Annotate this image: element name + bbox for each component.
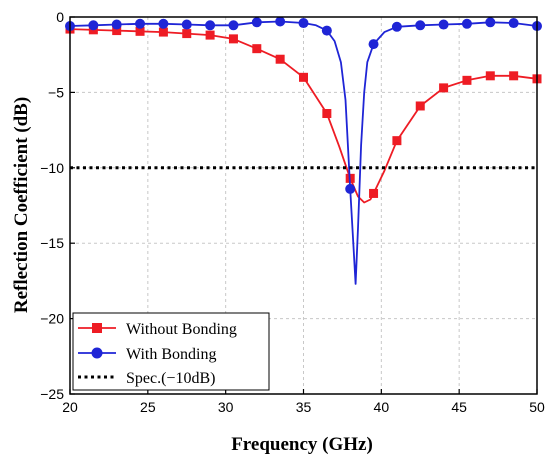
y-tick-label: −10: [40, 160, 64, 176]
marker-with-bonding: [321, 25, 332, 36]
marker-without-bonding: [509, 71, 519, 81]
marker-with-bonding: [275, 16, 286, 27]
marker-with-bonding: [485, 17, 496, 28]
marker-without-bonding: [135, 26, 145, 36]
x-tick-label: 50: [529, 399, 545, 415]
legend-label-with-bonding: With Bonding: [126, 346, 216, 363]
y-tick-label: −5: [48, 84, 64, 100]
marker-without-bonding: [158, 27, 168, 37]
marker-without-bonding: [112, 26, 122, 36]
marker-with-bonding: [368, 39, 379, 50]
x-axis-title: Frequency (GHz): [231, 434, 373, 455]
x-tick-label: 40: [374, 399, 390, 415]
marker-without-bonding: [275, 54, 285, 64]
marker-with-bonding: [461, 18, 472, 29]
x-tick-label: 20: [62, 399, 78, 415]
marker-without-bonding: [322, 109, 332, 119]
series-layer: [65, 16, 542, 285]
marker-with-bonding: [415, 20, 426, 31]
marker-with-bonding: [345, 183, 356, 194]
x-tick-label: 45: [451, 399, 467, 415]
x-tick-label: 35: [296, 399, 312, 415]
marker-with-bonding: [181, 19, 192, 30]
y-axis-title: Reflection Coefficient (dB): [11, 97, 32, 313]
marker-with-bonding: [205, 20, 216, 31]
y-tick-label: 0: [56, 9, 64, 25]
marker-with-bonding: [298, 18, 309, 29]
x-tick-label: 30: [218, 399, 234, 415]
x-tick-label: 25: [140, 399, 156, 415]
series-line-without-bonding: [69, 28, 538, 204]
marker-without-bonding: [205, 30, 215, 40]
legend-marker-with-bonding: [91, 347, 103, 359]
marker-without-bonding: [462, 75, 472, 85]
marker-without-bonding: [392, 136, 402, 146]
marker-with-bonding: [438, 19, 449, 30]
marker-without-bonding: [299, 72, 308, 82]
marker-with-bonding: [228, 20, 239, 31]
legend: Without Bonding With Bonding Spec.(−10dB…: [72, 312, 270, 391]
marker-with-bonding: [88, 20, 99, 31]
axis-ticks: 20 25 30 35 40 45 50 0 −5 −10 −15 −20 −25: [40, 9, 545, 415]
marker-without-bonding: [182, 29, 192, 39]
marker-without-bonding: [252, 44, 262, 54]
marker-with-bonding: [135, 18, 146, 29]
marker-with-bonding: [391, 21, 402, 32]
marker-with-bonding: [508, 18, 519, 29]
legend-label-without-bonding: Without Bonding: [126, 321, 237, 338]
y-tick-label: −25: [40, 386, 64, 402]
y-tick-label: −20: [40, 311, 64, 327]
marker-with-bonding: [158, 18, 169, 29]
marker-without-bonding: [439, 83, 449, 93]
y-tick-label: −15: [40, 235, 64, 251]
marker-without-bonding: [485, 71, 495, 81]
marker-with-bonding: [251, 17, 262, 28]
marker-with-bonding: [111, 19, 122, 30]
marker-without-bonding: [228, 34, 238, 44]
legend-label-spec: Spec.(−10dB): [126, 370, 215, 387]
legend-marker-without-bonding: [92, 323, 102, 333]
marker-without-bonding: [369, 188, 379, 198]
marker-without-bonding: [415, 101, 425, 111]
